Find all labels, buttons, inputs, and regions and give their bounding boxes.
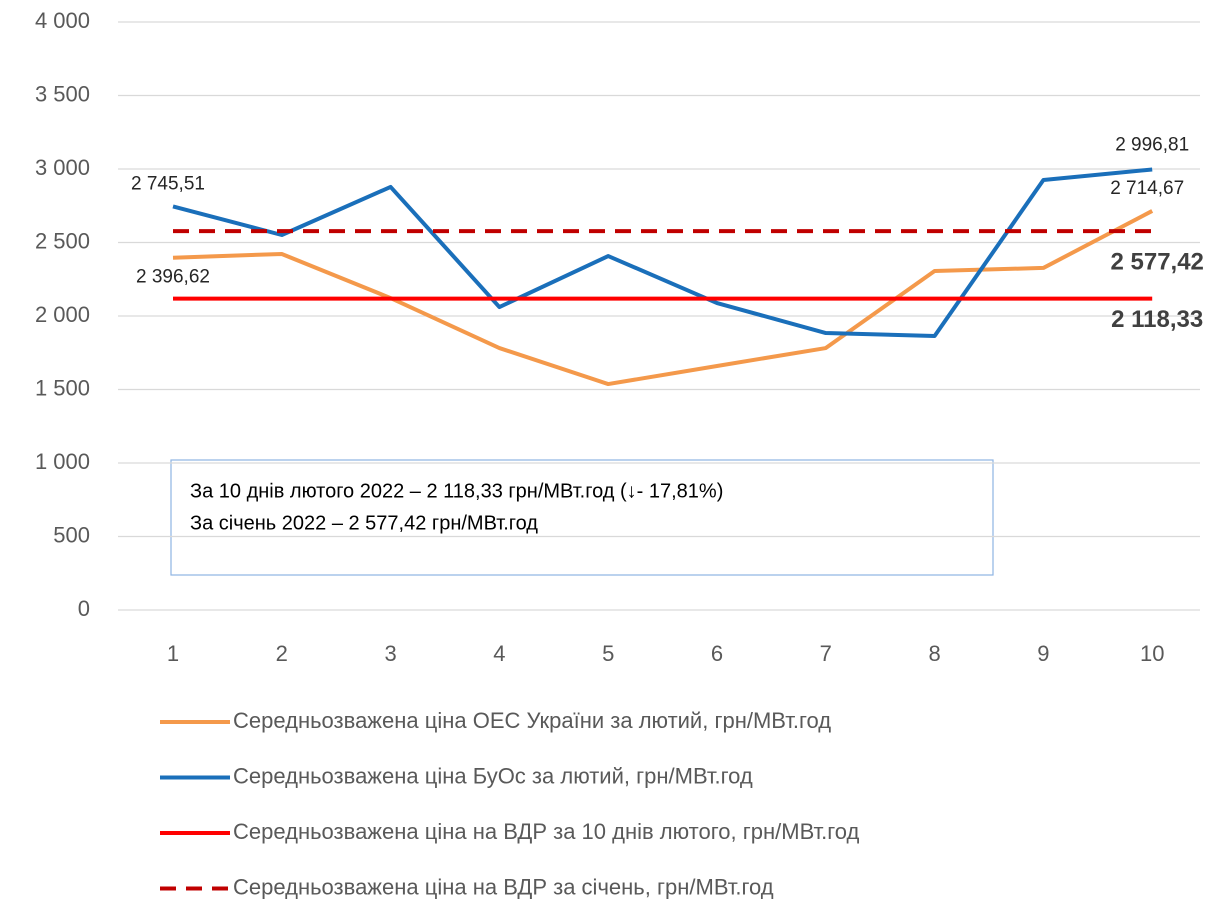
x-tick-label: 4 xyxy=(493,641,505,666)
x-tick-label: 5 xyxy=(602,641,614,666)
data-label: 2 714,67 xyxy=(1110,178,1184,199)
y-tick-label: 3 500 xyxy=(35,81,90,106)
data-label: 2 396,62 xyxy=(136,267,210,288)
x-tick-label: 1 xyxy=(167,641,179,666)
x-tick-label: 3 xyxy=(384,641,396,666)
x-tick-label: 10 xyxy=(1140,641,1164,666)
x-tick-label: 9 xyxy=(1037,641,1049,666)
legend-label: Середньозважена ціна на ВДР за січень, г… xyxy=(233,874,774,899)
data-label: 2 745,51 xyxy=(131,173,205,194)
series-line xyxy=(172,209,1154,387)
annotation-box xyxy=(170,459,994,576)
legend-label: Середньозважена ціна ОЕС України за люти… xyxy=(233,708,831,733)
data-label: 2 577,42 xyxy=(1110,248,1203,275)
data-label: 2 996,81 xyxy=(1115,134,1189,155)
annotation-text: За січень 2022 – 2 577,42 грн/МВт.год xyxy=(190,512,538,534)
y-tick-label: 2 500 xyxy=(35,228,90,253)
x-tick-label: 2 xyxy=(276,641,288,666)
x-tick-label: 6 xyxy=(711,641,723,666)
x-tick-label: 8 xyxy=(928,641,940,666)
y-tick-label: 2 000 xyxy=(35,302,90,327)
legend-label: Середньозважена ціна на ВДР за 10 днів л… xyxy=(233,819,860,844)
annotation-text: За 10 днів лютого 2022 – 2 118,33 грн/МВ… xyxy=(190,480,723,502)
x-tick-label: 7 xyxy=(820,641,832,666)
y-tick-label: 1 500 xyxy=(35,375,90,400)
data-label: 2 118,33 xyxy=(1111,306,1203,333)
series-line xyxy=(172,167,1153,338)
legend-label: Середньозважена ціна БуОс за лютий, грн/… xyxy=(233,763,753,788)
y-tick-label: 4 000 xyxy=(35,8,90,33)
y-tick-label: 3 000 xyxy=(35,155,90,180)
y-tick-label: 1 000 xyxy=(35,449,90,474)
y-tick-label: 500 xyxy=(53,522,90,547)
y-tick-label: 0 xyxy=(78,596,90,621)
